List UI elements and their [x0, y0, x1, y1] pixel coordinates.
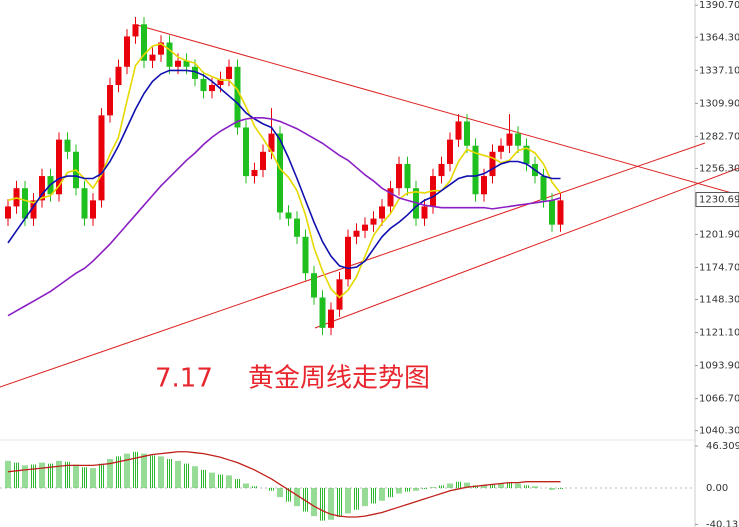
candle-body [5, 206, 11, 219]
candle-body [464, 121, 470, 146]
macd-tick-label: 0.00 [706, 483, 728, 494]
candle-body [200, 78, 207, 92]
candle-body [277, 133, 283, 213]
y-tick-label: 1121.10 [699, 328, 739, 339]
candle-body [472, 145, 479, 195]
candle-body [243, 127, 249, 177]
candle-body [98, 115, 105, 201]
y-tick-label: 1201.90 [699, 229, 739, 240]
candle-body [209, 85, 215, 92]
y-tick-label: 1364.30 [699, 32, 739, 43]
annotation: 黄金周线走势图 [248, 364, 430, 394]
candle-body [192, 66, 198, 79]
candle-body [311, 273, 317, 298]
y-tick-label: 1174.70 [699, 263, 739, 274]
candle-body [489, 151, 496, 177]
y-tick-label: 1093.90 [699, 361, 739, 372]
macd-signal [7, 451, 561, 518]
candle-body [294, 218, 300, 237]
candle-body [175, 60, 181, 67]
candle-body [319, 297, 326, 328]
candle-body [370, 218, 377, 225]
y-tick-label: 1337.10 [699, 65, 739, 76]
candle-body [166, 42, 173, 67]
macd-tick-label: -40.133 [706, 519, 739, 527]
candle-body [540, 176, 547, 201]
candle-body [285, 212, 292, 219]
trend-line [136, 24, 739, 196]
candle-body [251, 170, 258, 177]
last-price-box [695, 192, 739, 208]
candle-body [268, 133, 275, 152]
candle-body [557, 200, 564, 225]
ma-line [7, 116, 561, 317]
y-tick-label: 1309.90 [699, 98, 739, 109]
y-tick-label: 1066.70 [699, 394, 739, 405]
candle-body [107, 85, 113, 116]
candle-body [353, 230, 360, 237]
candle-body [217, 78, 224, 85]
candle-body [234, 66, 241, 128]
annotation-date: 7.17 [155, 364, 213, 394]
candle-body [481, 176, 487, 195]
last-price-label: 1230.69 [699, 195, 739, 206]
candle-body [226, 66, 232, 79]
candle-body [39, 176, 45, 201]
candle-body [523, 145, 530, 164]
candle-body [506, 133, 513, 146]
candle-body [549, 200, 555, 225]
candle-body [438, 163, 445, 177]
macd-tick-label: 46.309 [706, 441, 739, 452]
ma-line [7, 69, 561, 270]
candle-body [149, 54, 156, 61]
candle-body [404, 163, 411, 189]
candle-body [387, 188, 394, 207]
candle-body [328, 309, 334, 328]
y-tick-label: 1040.30 [699, 426, 739, 437]
candle-body [379, 206, 385, 219]
candle-body [90, 200, 96, 219]
candle-body [498, 145, 504, 152]
trend-line [0, 142, 706, 388]
candle-body [124, 36, 130, 67]
y-tick-label: 1390.70 [699, 0, 739, 11]
candle-body [421, 206, 428, 219]
candle-body [81, 188, 88, 219]
candle-body [396, 163, 402, 189]
trend-line [314, 167, 739, 329]
candle-body [345, 236, 351, 280]
candle-body [132, 24, 139, 37]
candle-body [362, 224, 368, 231]
candle-body [183, 60, 190, 67]
candle-body [302, 236, 309, 274]
candle-body [22, 188, 28, 219]
y-tick-label: 1282.70 [699, 131, 739, 142]
candle-body [64, 139, 71, 152]
y-tick-label: 1256.30 [699, 163, 739, 174]
candle-body [447, 139, 453, 164]
candle-body [141, 24, 147, 61]
candle-body [158, 42, 164, 55]
candle-body [455, 121, 462, 140]
candle-body [260, 151, 266, 170]
ma-line [7, 42, 562, 299]
candle-body [336, 279, 343, 310]
y-tick-label: 1148.30 [699, 295, 739, 306]
candle-body [115, 66, 122, 85]
candle-body [515, 133, 521, 146]
candle-body [30, 200, 37, 219]
candle-body [56, 139, 62, 195]
